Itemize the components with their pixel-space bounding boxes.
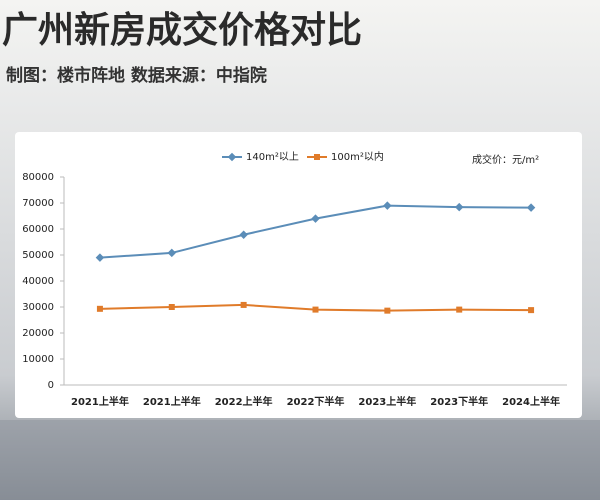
legend-label: 100m²以内 <box>331 150 384 163</box>
point <box>311 214 320 223</box>
y-tick-label: 40000 <box>22 276 54 287</box>
point <box>528 307 535 314</box>
chart-card <box>15 132 582 418</box>
x-tick-label: 2022上半年 <box>215 395 273 408</box>
point <box>454 202 464 212</box>
point <box>383 201 392 210</box>
y-tick-label: 80000 <box>22 172 54 183</box>
point <box>384 307 391 314</box>
y-tick-label: 0 <box>48 380 54 391</box>
y-tick-label: 20000 <box>22 328 54 339</box>
y-tick-label: 10000 <box>22 354 54 365</box>
legend-marker <box>314 154 320 160</box>
point <box>240 301 247 308</box>
point <box>95 253 105 262</box>
y-tick-label: 60000 <box>22 224 54 235</box>
page-subtitle: 制图：楼市阵地 数据来源：中指院 <box>6 65 267 86</box>
x-tick-label: 2024上半年 <box>502 395 560 408</box>
y-tick-label: 50000 <box>22 250 54 261</box>
point <box>239 230 248 239</box>
x-tick-label: 2023下半年 <box>430 395 488 408</box>
x-tick-label: 2021上半年 <box>71 395 129 408</box>
unit-note: 成交价：元/m² <box>472 153 539 166</box>
y-tick-label: 70000 <box>22 198 54 209</box>
x-tick-label: 2023上半年 <box>358 395 416 408</box>
legend-label: 140m²以上 <box>246 151 299 163</box>
point <box>456 306 463 313</box>
city-backdrop <box>0 420 600 500</box>
point <box>312 306 319 313</box>
point <box>168 304 175 310</box>
x-tick-label: 2021上半年 <box>143 395 201 408</box>
legend-marker <box>227 152 237 162</box>
point <box>96 305 103 312</box>
y-tick-label: 30000 <box>22 302 54 313</box>
point <box>167 248 177 258</box>
page-title: 广州新房成交价格对比 <box>2 9 362 51</box>
x-tick-label: 2022下半年 <box>287 395 345 408</box>
